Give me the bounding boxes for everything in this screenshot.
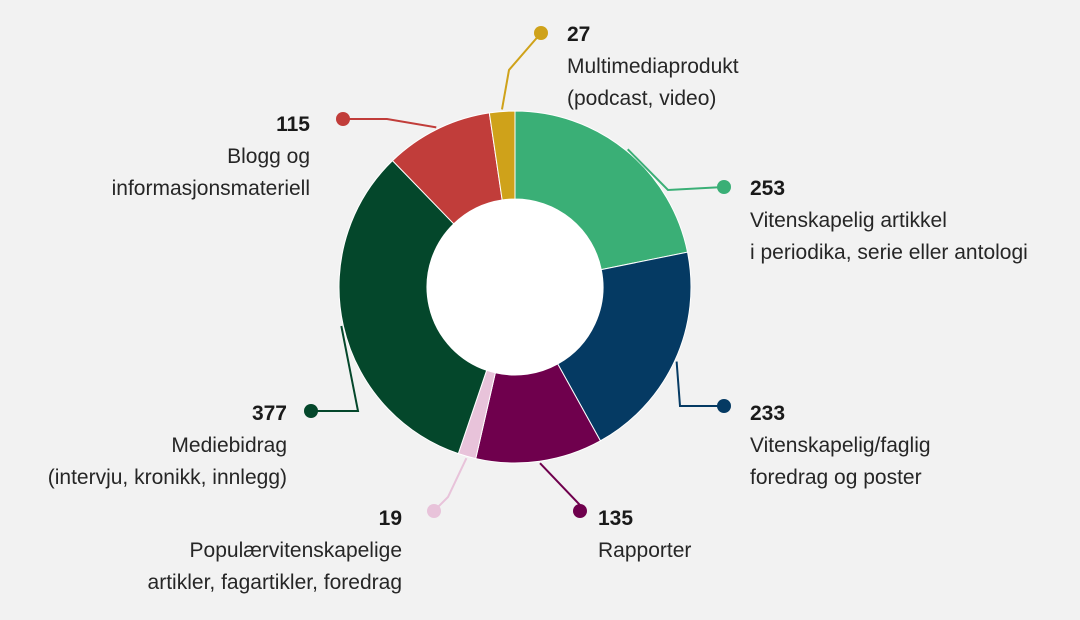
value-label-1: 233 bbox=[750, 402, 785, 425]
leader-line-3 bbox=[433, 457, 468, 512]
category-label-1-line-1: foredrag og poster bbox=[750, 466, 922, 489]
callout-dot-1 bbox=[717, 399, 731, 413]
category-label-4-line-0: Mediebidrag bbox=[171, 434, 287, 457]
callouts: 253 Vitenskapelig artikkel i periodika, se… bbox=[48, 23, 1028, 594]
category-label-5-line-0: Blogg og bbox=[227, 145, 310, 168]
category-label-3-line-0: Populærvitenskapelige bbox=[190, 539, 402, 562]
value-label-0: 253 bbox=[750, 177, 785, 200]
category-label-1-line-0: Vitenskapelig/faglig bbox=[750, 434, 931, 457]
value-label-5: 115 bbox=[276, 113, 310, 136]
value-label-4: 377 bbox=[252, 402, 287, 425]
category-label-5-line-1: informasjonsmateriell bbox=[112, 177, 310, 200]
leader-line-4 bbox=[311, 325, 360, 412]
leader-line-6 bbox=[500, 32, 542, 110]
leader-line-0 bbox=[627, 148, 725, 192]
callout-dot-5 bbox=[336, 112, 350, 126]
category-label-3-line-1: artikler, fagartikler, foredrag bbox=[148, 571, 402, 594]
value-label-2: 135 bbox=[598, 507, 633, 530]
leader-line-1 bbox=[675, 361, 724, 407]
category-label-4-line-1: (intervju, kronikk, innlegg) bbox=[48, 466, 287, 489]
callout-dot-2 bbox=[573, 504, 587, 518]
donut-hole bbox=[427, 199, 603, 375]
callout-dot-0 bbox=[717, 180, 731, 194]
category-label-6-line-0: Multimediaprodukt bbox=[567, 55, 739, 78]
leader-line-2 bbox=[539, 462, 581, 511]
value-label-3: 19 bbox=[379, 507, 402, 530]
category-label-6-line-1: (podcast, video) bbox=[567, 87, 716, 110]
leader-line-5 bbox=[343, 118, 437, 129]
value-label-6: 27 bbox=[567, 23, 590, 46]
category-label-2-line-0: Rapporter bbox=[598, 539, 691, 562]
donut-slices bbox=[338, 110, 692, 464]
callout-dot-3 bbox=[427, 504, 441, 518]
callout-dot-4 bbox=[304, 404, 318, 418]
category-label-0-line-1: i periodika, serie eller antologi bbox=[750, 241, 1028, 264]
category-label-0-line-0: Vitenskapelig artikkel bbox=[750, 209, 947, 232]
callout-dot-6 bbox=[534, 26, 548, 40]
